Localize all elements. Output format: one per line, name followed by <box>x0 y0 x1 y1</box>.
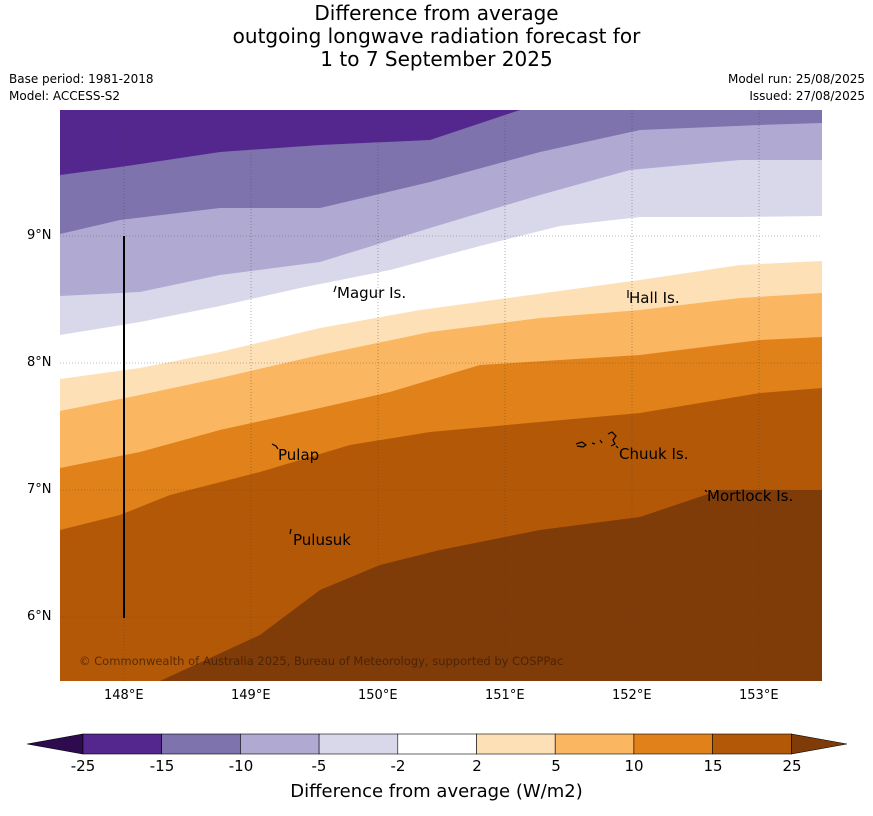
model-run-text: Model run: 25/08/2025 <box>727 72 865 86</box>
colorbar-label: 25 <box>782 757 802 775</box>
colorbar-label: -15 <box>149 757 175 775</box>
colorbar-segment <box>476 733 556 755</box>
colorbar-segment <box>712 733 792 755</box>
colorbar-label: 15 <box>703 757 723 775</box>
mortlock-island-mark <box>704 489 708 493</box>
colorbar-segment <box>633 733 713 755</box>
colorbar-label: -2 <box>390 757 406 775</box>
pulap-island-mark <box>271 443 279 450</box>
place-label-chuuk: Chuuk Is. <box>619 445 688 463</box>
y-tick-8n: 8°N <box>27 355 52 370</box>
x-tick-151: 151°E <box>485 688 525 703</box>
y-tick-9n: 9°N <box>27 228 52 243</box>
x-tick-148: 148°E <box>104 688 144 703</box>
issued-text: Issued: 27/08/2025 <box>749 89 865 103</box>
pulusuk-island-mark <box>289 528 292 535</box>
place-label-mortlock: Mortlock Is. <box>707 487 793 505</box>
island-marks <box>271 285 708 535</box>
chuuk-islands-mark <box>575 431 619 449</box>
colorbar-extend-over <box>790 733 848 755</box>
model-text: Model: ACCESS-S2 <box>9 89 121 103</box>
colorbar-segment <box>397 733 477 755</box>
copyright-text: © Commonwealth of Australia 2025, Bureau… <box>79 654 563 668</box>
title-line-2: outgoing longwave radiation forecast for <box>232 24 641 48</box>
y-tick-7n: 7°N <box>27 482 52 497</box>
colorbar-extend-under <box>26 733 84 755</box>
title-line-3: 1 to 7 September 2025 <box>320 47 553 71</box>
colorbar-segment <box>240 733 320 755</box>
colorbar-segment <box>161 733 241 755</box>
colorbar-label: -5 <box>311 757 327 775</box>
magur-island-mark <box>333 285 337 293</box>
colorbar-label: 10 <box>624 757 644 775</box>
map-plot: Magur Is. Hall Is. Pulap Chuuk Is. Mortl… <box>60 110 822 681</box>
x-tick-152: 152°E <box>612 688 652 703</box>
colorbar-title: Difference from average (W/m2) <box>290 781 583 802</box>
colorbar-label: -10 <box>228 757 254 775</box>
place-label-pulap: Pulap <box>278 446 319 464</box>
place-label-magur: Magur Is. <box>337 284 406 302</box>
title-line-1: Difference from average <box>314 1 559 25</box>
colorbar-label: 5 <box>551 757 561 775</box>
y-tick-6n: 6°N <box>27 609 52 624</box>
colorbar-label: 2 <box>472 757 482 775</box>
place-label-hall: Hall Is. <box>629 289 680 307</box>
map-band-9 <box>160 490 822 681</box>
base-period-text: Base period: 1981-2018 <box>9 72 154 86</box>
colorbar-segment <box>82 733 162 755</box>
colorbar <box>26 733 848 755</box>
x-tick-150: 150°E <box>358 688 398 703</box>
colorbar-segments <box>26 733 848 755</box>
colorbar-segment <box>554 733 635 755</box>
x-tick-149: 149°E <box>231 688 271 703</box>
grid-lines <box>60 110 822 681</box>
colorbar-segment <box>318 733 399 755</box>
place-label-pulusuk: Pulusuk <box>293 531 351 549</box>
x-tick-153: 153°E <box>739 688 779 703</box>
colorbar-label: -25 <box>70 757 96 775</box>
